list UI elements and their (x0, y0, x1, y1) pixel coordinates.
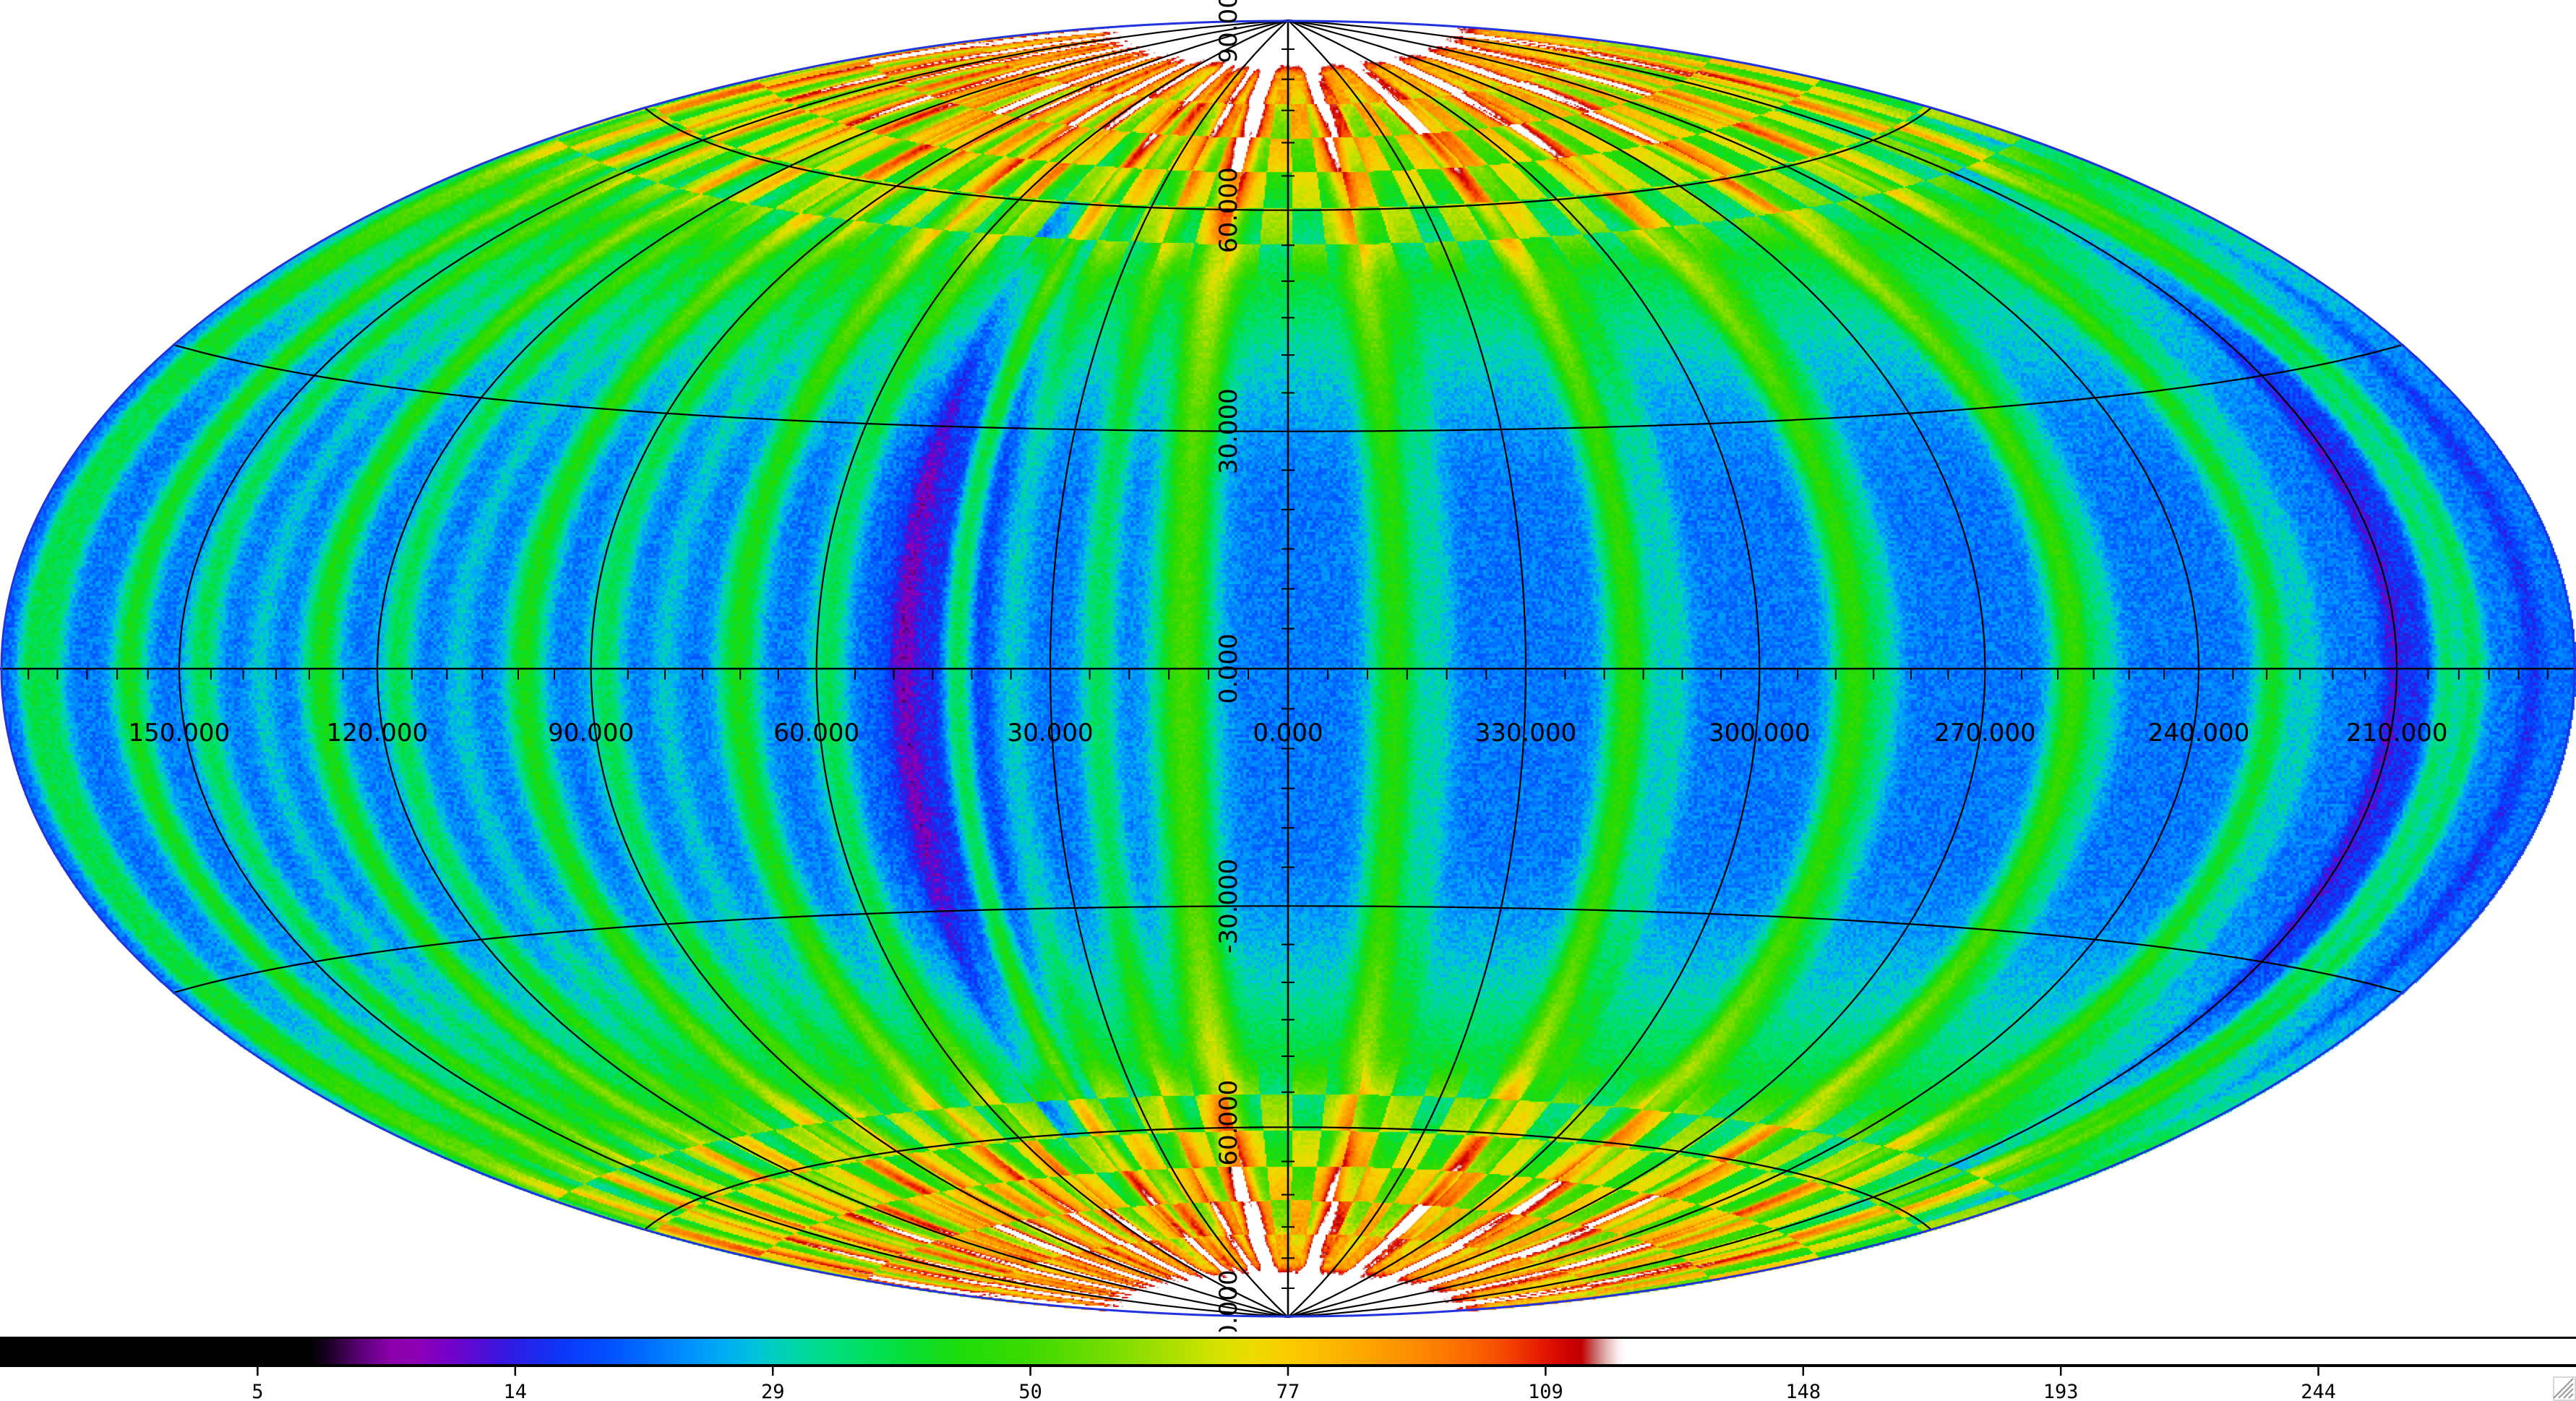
longitude-label: 300.000 (1709, 719, 1811, 747)
longitude-label: 330.000 (1475, 719, 1577, 747)
colorbar-tick-label: 193 (2043, 1381, 2079, 1401)
longitude-label: 210.000 (2346, 719, 2448, 747)
colorbar-tick-label: 148 (1785, 1381, 1821, 1401)
minor-ticks (27, 48, 2549, 1290)
colorbar-top-border (0, 1337, 2576, 1339)
longitude-label: 270.000 (1934, 719, 2036, 747)
longitude-label: 150.000 (128, 719, 230, 747)
latitude-labels: 90.00060.00030.0000.000-30.000-60.000-90… (1214, 0, 1243, 1365)
colorbar-tick-label: 244 (2301, 1381, 2336, 1401)
latitude-label: -30.000 (1214, 859, 1243, 954)
longitude-label: 60.000 (773, 719, 859, 747)
colorbar-tick-label: 77 (1276, 1381, 1300, 1401)
colorbar-gradient[interactable] (0, 1339, 2576, 1364)
latitude-label: 0.000 (1214, 633, 1243, 703)
latitude-label: -60.000 (1214, 1080, 1243, 1175)
longitude-label: 30.000 (1008, 719, 1094, 747)
colorbar[interactable]: 5 14 29 50 77 109 148 193 244 (0, 1332, 2576, 1401)
latitude-label: 60.000 (1214, 167, 1243, 253)
colorbar-bottom-border (0, 1364, 2576, 1367)
map-edge-ellipse (0, 20, 2576, 1318)
latitude-label: 90.000 (1214, 0, 1243, 63)
longitude-label: 120.000 (327, 719, 429, 747)
colorbar-tick-label: 29 (761, 1381, 785, 1401)
colorbar-tick-label: 50 (1018, 1381, 1042, 1401)
resize-handle-icon[interactable] (2553, 1376, 2576, 1401)
colorbar-tick-label: 5 (252, 1381, 263, 1401)
longitude-label: 0.000 (1253, 719, 1323, 747)
colorbar-tick-label: 14 (504, 1381, 528, 1401)
latitude-label: 30.000 (1214, 388, 1243, 474)
longitude-labels: 150.000 120.000 90.000 60.000 30.000 0.000 330… (128, 719, 2447, 747)
longitude-label: 240.000 (2148, 719, 2250, 747)
longitude-label: 90.000 (548, 719, 634, 747)
colorbar-tick-label: 109 (1528, 1381, 1563, 1401)
